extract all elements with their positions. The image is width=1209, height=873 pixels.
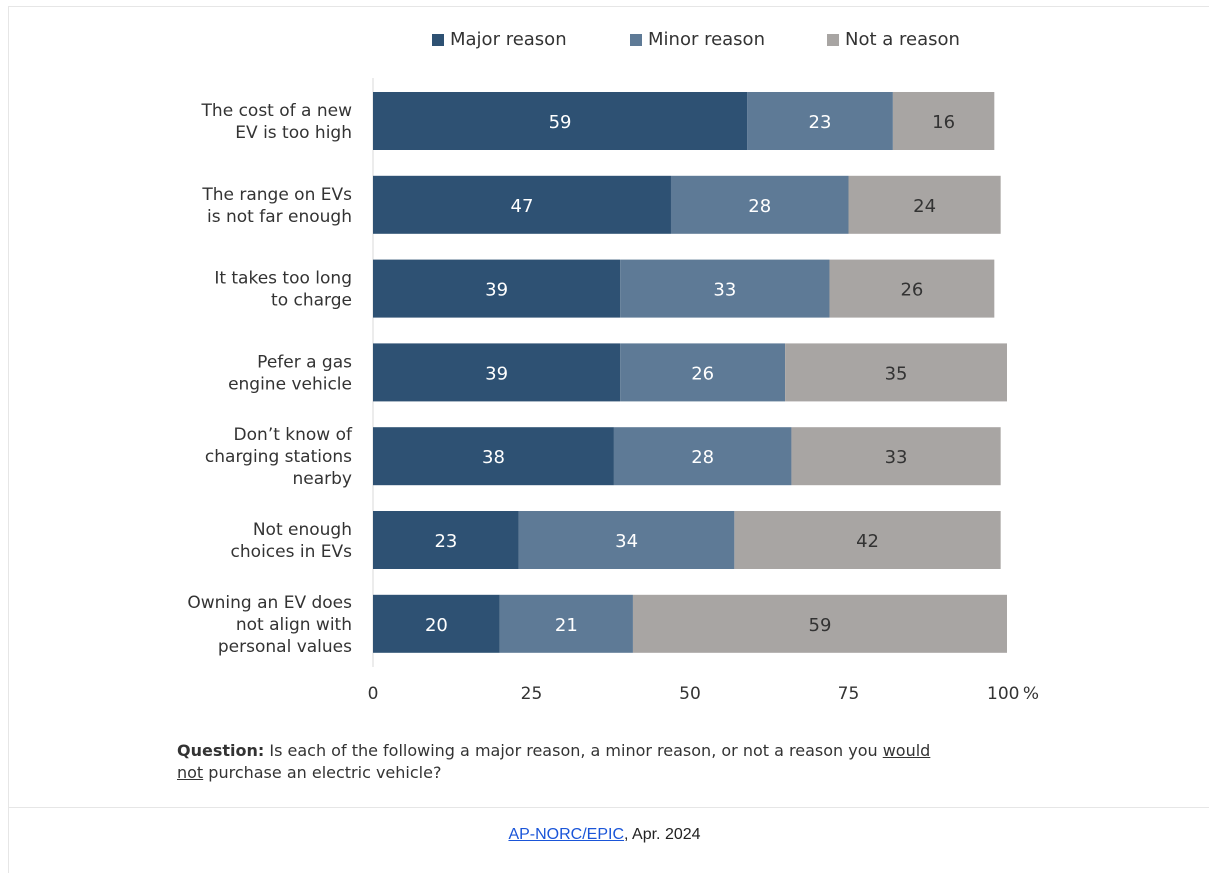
data-label: 35	[885, 363, 908, 384]
legend-swatch-minor	[630, 33, 642, 46]
question-tail: purchase an electric vehicle?	[203, 763, 442, 782]
bar-segment	[373, 343, 621, 402]
bar-segment	[620, 343, 786, 402]
bar-segment	[791, 427, 1001, 486]
legend-swatch-major	[432, 33, 444, 46]
question-underline-not: not	[177, 763, 204, 782]
legend-item-not: Not a reason	[827, 29, 960, 50]
data-label: 59	[809, 615, 832, 636]
data-label: 39	[485, 280, 508, 301]
bar-segment	[373, 259, 621, 318]
question-text: Question: Is each of the following a maj…	[177, 740, 1077, 784]
category-label: is not far enough	[207, 207, 352, 227]
x-tick-label: 50	[679, 684, 701, 704]
data-label: 26	[691, 363, 714, 384]
source-line: AP-NORC/EPIC, Apr. 2024	[0, 826, 1209, 844]
bar-segment	[518, 511, 735, 569]
legend-label-major: Major reason	[450, 29, 567, 50]
legend-item-minor: Minor reason	[630, 29, 765, 50]
bar-segment	[734, 511, 1001, 569]
data-label: 28	[748, 196, 771, 217]
bar-segment	[892, 92, 995, 150]
x-tick-label: 25	[521, 684, 543, 704]
category-label: Don’t know of	[234, 425, 353, 445]
data-label: 23	[434, 531, 457, 552]
bar-segment	[670, 175, 849, 234]
data-label: 20	[425, 615, 448, 636]
divider	[8, 807, 1209, 808]
legend: Major reason Minor reason Not a reason	[0, 29, 1209, 55]
category-label: Owning an EV does	[187, 593, 352, 613]
data-label: 39	[485, 363, 508, 384]
x-tick-label: 100 %	[987, 684, 1039, 704]
data-label: 26	[900, 280, 923, 301]
source-link[interactable]: AP-NORC/EPIC	[508, 826, 625, 843]
bar-segment	[785, 343, 1007, 402]
category-label: choices in EVs	[231, 542, 353, 562]
data-label: 47	[511, 196, 534, 217]
bar-segment	[747, 92, 893, 150]
data-label: 38	[482, 447, 505, 468]
bar-segment	[829, 259, 995, 318]
data-label: 33	[713, 280, 736, 301]
source-date: , Apr. 2024	[624, 826, 701, 843]
category-label: EV is too high	[235, 123, 352, 143]
question-underline-would: would	[882, 741, 931, 760]
data-label: 21	[555, 615, 578, 636]
category-label: charging stations	[205, 447, 352, 467]
category-label: engine vehicle	[228, 374, 352, 394]
bar-segment	[848, 175, 1001, 234]
question-label: Question:	[177, 741, 265, 760]
bar-segment	[613, 427, 792, 486]
category-label: The cost of a new	[201, 101, 353, 121]
category-label: The range on EVs	[201, 185, 352, 205]
bar-segment	[373, 594, 500, 653]
data-label: 28	[691, 447, 714, 468]
legend-swatch-not	[827, 33, 839, 46]
bar-segment	[499, 594, 633, 653]
category-label: nearby	[293, 469, 353, 489]
category-label: Pefer a gas	[257, 352, 352, 372]
bar-segment	[373, 92, 748, 150]
category-label: to charge	[271, 291, 352, 311]
bar-segment	[632, 594, 1007, 653]
category-label: personal values	[218, 637, 352, 657]
legend-label-minor: Minor reason	[648, 29, 765, 50]
legend-item-major: Major reason	[432, 29, 567, 50]
data-label: 34	[615, 531, 638, 552]
category-label: It takes too long	[214, 269, 352, 289]
data-label: 59	[549, 112, 572, 133]
data-label: 33	[885, 447, 908, 468]
x-tick-label: 75	[838, 684, 860, 704]
bar-segment	[373, 511, 519, 569]
bar-segment	[620, 259, 830, 318]
x-tick-label: 0	[368, 684, 379, 704]
bar-segment	[373, 175, 671, 234]
chart-frame	[8, 6, 1209, 873]
legend-label-not: Not a reason	[845, 29, 960, 50]
bar-segment	[373, 427, 614, 486]
question-body: Is each of the following a major reason,…	[264, 741, 883, 760]
data-label: 23	[809, 112, 832, 133]
data-label: 16	[932, 112, 955, 133]
category-label: Not enough	[253, 520, 352, 540]
data-label: 42	[856, 531, 879, 552]
data-label: 24	[913, 196, 936, 217]
category-label: not align with	[236, 615, 352, 635]
